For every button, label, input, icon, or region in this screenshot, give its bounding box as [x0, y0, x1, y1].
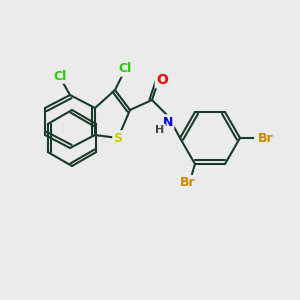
- Text: Br: Br: [258, 131, 274, 145]
- Text: Cl: Cl: [118, 62, 132, 76]
- Text: N: N: [163, 116, 173, 128]
- Text: Cl: Cl: [53, 70, 67, 83]
- Text: S: S: [113, 131, 122, 145]
- Text: O: O: [156, 73, 168, 87]
- Text: Br: Br: [180, 176, 196, 190]
- Text: H: H: [155, 125, 165, 135]
